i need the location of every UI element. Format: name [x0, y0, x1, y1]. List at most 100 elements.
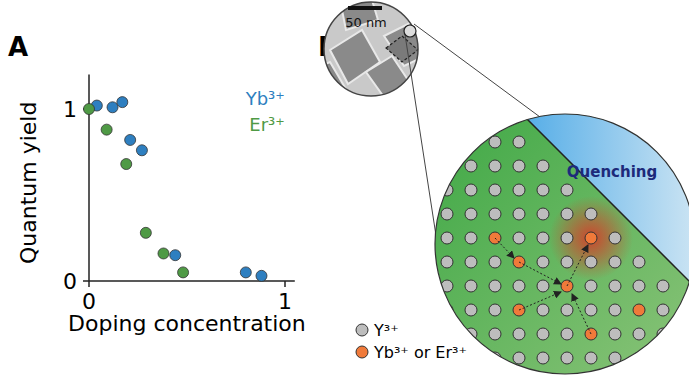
dopant-ion	[633, 304, 645, 316]
host-ion	[537, 256, 549, 268]
x-tick	[88, 281, 90, 287]
legend-entry: Yb³⁺	[245, 88, 285, 109]
legend-entry: Er³⁺	[249, 114, 285, 135]
host-ion	[537, 280, 549, 292]
energy-transfer	[519, 262, 561, 284]
point	[256, 270, 267, 281]
energy-transfer	[572, 294, 591, 334]
host-ion	[657, 304, 669, 316]
host-ion	[441, 328, 453, 340]
host-ion	[441, 256, 453, 268]
host-ion	[609, 328, 621, 340]
host-ion	[489, 112, 501, 124]
point	[240, 267, 251, 278]
host-ion	[489, 184, 501, 196]
host-ion	[441, 160, 453, 172]
host-ion	[609, 304, 621, 316]
host-ion	[585, 208, 597, 220]
host-ion	[489, 160, 501, 172]
host-ion	[513, 328, 525, 340]
host-ion	[585, 256, 597, 268]
lattice-view	[430, 100, 689, 380]
x-tick	[284, 281, 286, 287]
host-ion	[465, 232, 477, 244]
host-ion	[657, 280, 669, 292]
surface-boundary	[508, 100, 689, 300]
point	[107, 102, 118, 113]
y-tick-label: 1	[63, 97, 77, 122]
host-ion	[537, 352, 549, 364]
scale-bar	[348, 6, 382, 10]
host-ion	[513, 160, 525, 172]
host-ion	[465, 112, 477, 124]
host-ion	[513, 280, 525, 292]
y-tick	[83, 280, 89, 282]
point	[140, 227, 151, 238]
host-ion	[633, 328, 645, 340]
energy-transfer	[567, 245, 588, 286]
energy-transfer	[495, 238, 514, 258]
host-ion	[465, 280, 477, 292]
host-ion	[441, 232, 453, 244]
host-ion	[465, 136, 477, 148]
figure: A0101Doping concentrationQuantum yieldYb…	[0, 0, 689, 388]
point	[117, 97, 128, 108]
point	[121, 159, 132, 170]
host-ion	[513, 352, 525, 364]
surface-region	[508, 100, 689, 300]
host-ion	[681, 304, 689, 316]
zoom-spot	[404, 25, 416, 37]
host-ion	[537, 304, 549, 316]
host-ion	[657, 352, 669, 364]
quenching-label: Quenching	[567, 163, 657, 181]
point	[170, 250, 181, 261]
energy-transfer	[519, 292, 561, 310]
host-ion	[513, 136, 525, 148]
host-ion	[681, 352, 689, 364]
host-ion	[465, 208, 477, 220]
point	[158, 248, 169, 259]
legend-swatch	[356, 346, 368, 358]
host-ion	[561, 256, 573, 268]
host-ion	[537, 328, 549, 340]
panel-label: A	[8, 32, 28, 62]
legend-label: Yb³⁺ or Er³⁺	[373, 343, 467, 362]
host-ion	[465, 256, 477, 268]
host-ion	[537, 232, 549, 244]
host-ion	[585, 352, 597, 364]
host-ion	[441, 208, 453, 220]
host-ion	[537, 184, 549, 196]
quenching-glow	[549, 196, 633, 280]
host-ion	[561, 208, 573, 220]
scale-bar-label: 50 nm	[345, 15, 387, 30]
host-ion	[561, 232, 573, 244]
tem-bg	[320, 0, 430, 100]
point	[101, 124, 112, 135]
host-ion	[681, 328, 689, 340]
y-tick-label: 0	[63, 269, 77, 294]
host-ion	[513, 184, 525, 196]
host-ion	[609, 256, 621, 268]
zoom-frame	[435, 114, 689, 374]
host-ion	[489, 256, 501, 268]
points	[84, 97, 267, 282]
point	[136, 145, 147, 156]
host-ion	[489, 328, 501, 340]
legend-label: Y³⁺	[373, 321, 399, 340]
lattice	[441, 112, 689, 364]
nanocrystal	[300, 62, 350, 105]
x-axis-label: Doping concentration	[68, 311, 306, 336]
host-ion	[537, 208, 549, 220]
y-axis-label: Quantum yield	[16, 102, 41, 264]
host-ion	[465, 160, 477, 172]
zoom-line	[414, 24, 540, 117]
host-ion	[441, 280, 453, 292]
host-ion	[561, 184, 573, 196]
host-ion	[585, 280, 597, 292]
host-ion	[609, 232, 621, 244]
host-ion	[441, 136, 453, 148]
point	[178, 267, 189, 278]
dopant-ion	[585, 232, 597, 244]
point	[84, 104, 95, 115]
host-ion	[513, 232, 525, 244]
